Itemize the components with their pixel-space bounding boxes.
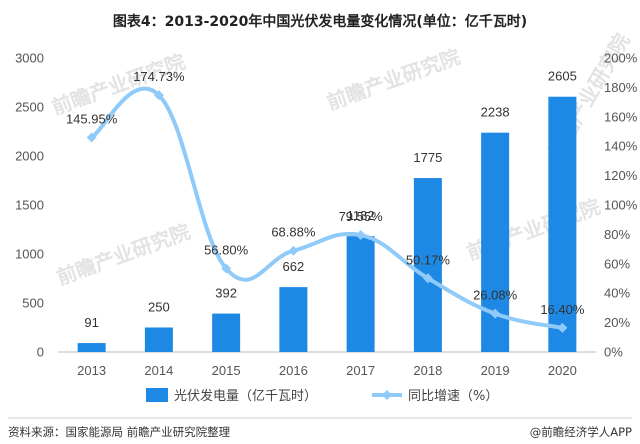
x-tick-label: 2013: [77, 363, 106, 378]
x-tick-label: 2017: [346, 363, 375, 378]
axes: 0 500 1000 1500 2000 2500 3000 0% 20% 40% 60% 80% 10…: [15, 51, 638, 379]
bar-2020: [548, 96, 577, 353]
bar-value-label: 2605: [548, 69, 577, 84]
chart-title: 图表4：2013-2020年中国光伏发电量变化情况(单位：亿千瓦时): [113, 13, 527, 30]
growth-value-label: 56.80%: [204, 243, 249, 258]
y-left-tick-label: 3000: [15, 51, 44, 66]
y-left-tick-label: 2500: [15, 100, 44, 115]
y-right-tick-label: 140%: [604, 139, 638, 154]
legend: 光伏发电量（亿千瓦时） 同比增速（%）: [146, 388, 498, 404]
y-left-tick-label: 1000: [15, 247, 44, 262]
growth-value-label: 50.17%: [406, 252, 451, 267]
bar-value-label: 1775: [413, 150, 442, 165]
y-right-tick-label: 40%: [604, 286, 630, 301]
bar-2014: [144, 327, 173, 352]
line-point-2015: [221, 263, 232, 274]
bar-value-label: 250: [148, 300, 170, 315]
watermark-text: 前瞻产业研究院: [54, 219, 194, 289]
line-point-2013: [86, 132, 97, 143]
x-tick-label: 2019: [481, 363, 510, 378]
legend-label-bar: 光伏发电量（亿千瓦时）: [174, 388, 317, 404]
y-right-tick-label: 0%: [604, 345, 623, 360]
line-point-2017: [355, 230, 366, 241]
y-right-tick-label: 120%: [604, 168, 638, 183]
y-right-tick-label: 100%: [604, 198, 638, 213]
growth-value-label: 79.55%: [339, 209, 384, 224]
y-right-tick-label: 160%: [604, 109, 638, 124]
legend-label-line: 同比增速（%）: [408, 389, 498, 404]
bars: [77, 96, 577, 353]
growth-line: [89, 86, 565, 330]
bar-2013: [77, 343, 106, 352]
bar-2017: [346, 236, 375, 352]
y-right-tick-label: 200%: [604, 51, 638, 66]
x-tick-label: 2018: [413, 363, 442, 378]
legend-swatch-marker: [382, 390, 392, 400]
bar-value-label: 91: [84, 315, 98, 330]
bar-2018: [413, 178, 442, 352]
legend-swatch-bar: [146, 388, 168, 402]
line-point-2020: [557, 322, 568, 333]
y-right-tick-label: 180%: [604, 80, 638, 95]
growth-value-label: 68.88%: [271, 225, 316, 240]
y-left-tick-label: 500: [22, 296, 44, 311]
x-tick-label: 2016: [279, 363, 308, 378]
bar-value-label: 662: [283, 259, 305, 274]
x-tick-label: 2015: [212, 363, 241, 378]
y-left-tick-label: 0: [37, 345, 44, 360]
bar-value-label: 2238: [481, 105, 510, 120]
x-tick-label: 2020: [548, 363, 577, 378]
data-labels: 91 250 392 662 1182 1775 2238 2605 145.95% 174.73…: [66, 69, 585, 330]
x-tick-label: 2014: [144, 363, 173, 378]
line-point-2014: [153, 90, 164, 101]
y-right-tick-label: 20%: [604, 315, 630, 330]
y-right-tick-label: 60%: [604, 256, 630, 271]
line-point-2016: [288, 245, 299, 256]
bar-2016: [279, 287, 308, 352]
source-note: 资料来源：国家能源局 前瞻产业研究院整理: [8, 425, 231, 439]
growth-value-label: 26.08%: [473, 288, 518, 303]
bar-value-label: 392: [215, 286, 237, 301]
bar-2019: [481, 132, 510, 352]
line-point-2018: [422, 273, 433, 284]
growth-value-label: 145.95%: [66, 111, 118, 126]
watermark-text: 前瞻产业研究院: [324, 44, 464, 114]
y-left-tick-label: 1500: [15, 198, 44, 213]
growth-value-label: 174.73%: [133, 69, 185, 84]
line-point-2019: [490, 308, 501, 319]
y-right-tick-label: 80%: [604, 227, 630, 242]
growth-value-label: 16.40%: [540, 302, 585, 317]
brand-label: @前瞻经济学人APP: [530, 425, 632, 439]
bar-value-label: 1182: [347, 208, 375, 223]
line-series: [86, 86, 568, 333]
bar-2015: [212, 313, 241, 352]
y-left-tick-label: 2000: [15, 149, 44, 164]
